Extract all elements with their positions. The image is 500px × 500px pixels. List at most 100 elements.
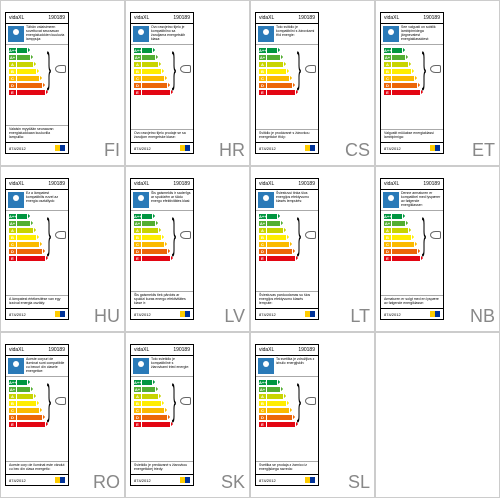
energy-class-bar: .bar[style*='#52ae32']::after{border-lef…: [392, 55, 405, 60]
energy-class-bar: .bar[style*='#c8d400']::after{border-lef…: [17, 62, 33, 67]
energy-class-bar: .bar[style*='#e30613']::after{border-lef…: [17, 256, 45, 261]
energy-class-row: A+.bar[style*='#52ae32']::after{border-l…: [9, 54, 66, 60]
energy-class-bar: .bar[style*='#ec6608']::after{border-lef…: [267, 249, 292, 254]
brand-text: vidaXL: [384, 15, 399, 21]
energy-class-letter: B: [9, 235, 16, 240]
energy-class-bar: .bar[style*='#fbba00']::after{border-lef…: [17, 76, 39, 81]
energy-class-bar: .bar[style*='#52ae32']::after{border-lef…: [17, 221, 30, 226]
energy-class-letter: B: [9, 401, 16, 406]
energy-class-row: A+.bar[style*='#52ae32']::after{border-l…: [259, 220, 316, 226]
energy-class-letter: D: [384, 83, 391, 88]
energy-class-letter: B: [259, 401, 266, 406]
bulb-icon: [305, 65, 316, 73]
label-header: vidaXL190189: [256, 13, 318, 24]
label-header: vidaXL190189: [6, 345, 68, 356]
energy-class-bar: .bar[style*='#ffed00']::after{border-lef…: [142, 69, 161, 74]
energy-class-bar: .bar[style*='#e30613']::after{border-lef…: [267, 256, 295, 261]
energy-class-letter: A++: [384, 214, 391, 219]
top-text: Ta svetilka je združljiva z izbulic ener…: [276, 358, 316, 374]
label-footer: 874/2012: [131, 308, 193, 319]
energy-class-letter: A+: [9, 387, 16, 392]
energy-class-bar: .bar[style*='#ffed00']::after{border-lef…: [267, 69, 286, 74]
energy-class-bar: .bar[style*='#c8d400']::after{border-lef…: [142, 228, 158, 233]
brand-text: vidaXL: [9, 15, 24, 21]
energy-class-letter: A+: [384, 221, 391, 226]
energy-class-bar: .bar[style*='#52ae32']::after{border-lef…: [392, 221, 405, 226]
energy-bars: A++.bar[style*='#009640']::after{border-…: [131, 211, 193, 264]
label-footer: 874/2012: [6, 308, 68, 319]
energy-class-bar: .bar[style*='#52ae32']::after{border-lef…: [267, 387, 280, 392]
energy-class-letter: A++: [9, 214, 16, 219]
energy-label: vidaXL190189 Denne armaturen er kompatib…: [380, 178, 444, 320]
energy-class-row: E.bar[style*='#e30613']::after{border-le…: [134, 255, 191, 261]
bottom-text: Šviestuvas parduodamas su šios energijos…: [256, 291, 318, 308]
bottom-text: Valaisin myydään seuraavan energialuokka…: [6, 125, 68, 142]
label-cell-HU: vidaXL190189 Ez a lámpatest kompatibilis…: [0, 166, 125, 332]
energy-class-letter: B: [384, 235, 391, 240]
label-footer: 874/2012: [256, 142, 318, 153]
energy-class-letter: A: [9, 394, 16, 399]
energy-class-letter: E: [134, 422, 141, 427]
language-code: SL: [348, 472, 370, 493]
energy-class-letter: D: [384, 249, 391, 254]
energy-class-bar: .bar[style*='#ec6608']::after{border-lef…: [392, 83, 417, 88]
energy-class-letter: C: [134, 242, 141, 247]
energy-class-row: D.bar[style*='#ec6608']::after{border-le…: [134, 82, 191, 88]
energy-class-bar: .bar[style*='#ffed00']::after{border-lef…: [392, 69, 411, 74]
energy-class-letter: E: [9, 90, 16, 95]
energy-class-row: E.bar[style*='#e30613']::after{border-le…: [9, 255, 66, 261]
bulb-icon: [55, 65, 66, 73]
eu-flag-icon: [305, 311, 315, 317]
energy-class-row: D.bar[style*='#ec6608']::after{border-le…: [384, 82, 441, 88]
label-header: vidaXL190189: [381, 179, 443, 190]
energy-class-row: E.bar[style*='#e30613']::after{border-le…: [384, 89, 441, 95]
energy-class-letter: C: [134, 76, 141, 81]
product-id: 190189: [298, 15, 315, 21]
lamp-icon: [133, 192, 149, 208]
label-footer: 874/2012: [381, 308, 443, 319]
brace-icon: }: [297, 379, 301, 421]
energy-class-letter: A++: [384, 48, 391, 53]
energy-class-bar: .bar[style*='#c8d400']::after{border-lef…: [142, 394, 158, 399]
label-header: vidaXL190189: [131, 345, 193, 356]
energy-class-letter: D: [259, 415, 266, 420]
energy-class-letter: D: [259, 249, 266, 254]
top-text: Denne armaturen er kompatibel med lyspær…: [401, 192, 441, 208]
top-text: Ez a lámpatest kompatibilis ezzel az ene…: [26, 192, 66, 208]
lamp-icon: [258, 358, 274, 374]
top-text: Toto svietidlo je kompatibilné s žiarovk…: [151, 358, 191, 374]
energy-class-bar: .bar[style*='#e30613']::after{border-lef…: [142, 90, 170, 95]
language-code: HU: [94, 306, 120, 327]
energy-class-bar: .bar[style*='#52ae32']::after{border-lef…: [17, 387, 30, 392]
energy-class-letter: A+: [134, 387, 141, 392]
regulation-text: 874/2012: [259, 312, 276, 317]
energy-class-row: C.bar[style*='#fbba00']::after{border-le…: [259, 75, 316, 81]
brace-icon: }: [172, 213, 176, 255]
label-cell-NB: vidaXL190189 Denne armaturen er kompatib…: [375, 166, 500, 332]
product-id: 190189: [48, 181, 65, 187]
product-id: 190189: [298, 347, 315, 353]
product-id: 190189: [423, 181, 440, 187]
label-cell-SK: vidaXL190189 Toto svietidlo je kompatibi…: [125, 332, 250, 498]
energy-class-bar: .bar[style*='#e30613']::after{border-lef…: [392, 90, 420, 95]
energy-class-bar: .bar[style*='#c8d400']::after{border-lef…: [267, 62, 283, 67]
energy-class-bar: .bar[style*='#c8d400']::after{border-lef…: [392, 228, 408, 233]
energy-class-bar: .bar[style*='#e30613']::after{border-lef…: [142, 422, 170, 427]
lamp-icon: [133, 26, 149, 42]
energy-class-row: C.bar[style*='#fbba00']::after{border-le…: [259, 407, 316, 413]
energy-class-bar: .bar[style*='#52ae32']::after{border-lef…: [142, 387, 155, 392]
energy-class-bar: .bar[style*='#ffed00']::after{border-lef…: [142, 235, 161, 240]
energy-class-row: C.bar[style*='#fbba00']::after{border-le…: [134, 75, 191, 81]
top-text: Šviestuvui tinka šios energijos efektyvu…: [276, 192, 316, 208]
energy-class-bar: .bar[style*='#c8d400']::after{border-lef…: [392, 62, 408, 67]
energy-class-row: A++.bar[style*='#009640']::after{border-…: [9, 213, 66, 219]
brace-icon: }: [172, 379, 176, 421]
energy-label: vidaXL190189 Toto svietidlo je kompatibi…: [130, 344, 194, 486]
lamp-icon: [258, 26, 274, 42]
regulation-text: 874/2012: [259, 478, 276, 483]
energy-class-row: E.bar[style*='#e30613']::after{border-le…: [384, 255, 441, 261]
brace-icon: }: [422, 47, 426, 89]
energy-class-bar: .bar[style*='#ec6608']::after{border-lef…: [142, 83, 167, 88]
language-code: SK: [221, 472, 245, 493]
energy-class-row: C.bar[style*='#fbba00']::after{border-le…: [384, 241, 441, 247]
